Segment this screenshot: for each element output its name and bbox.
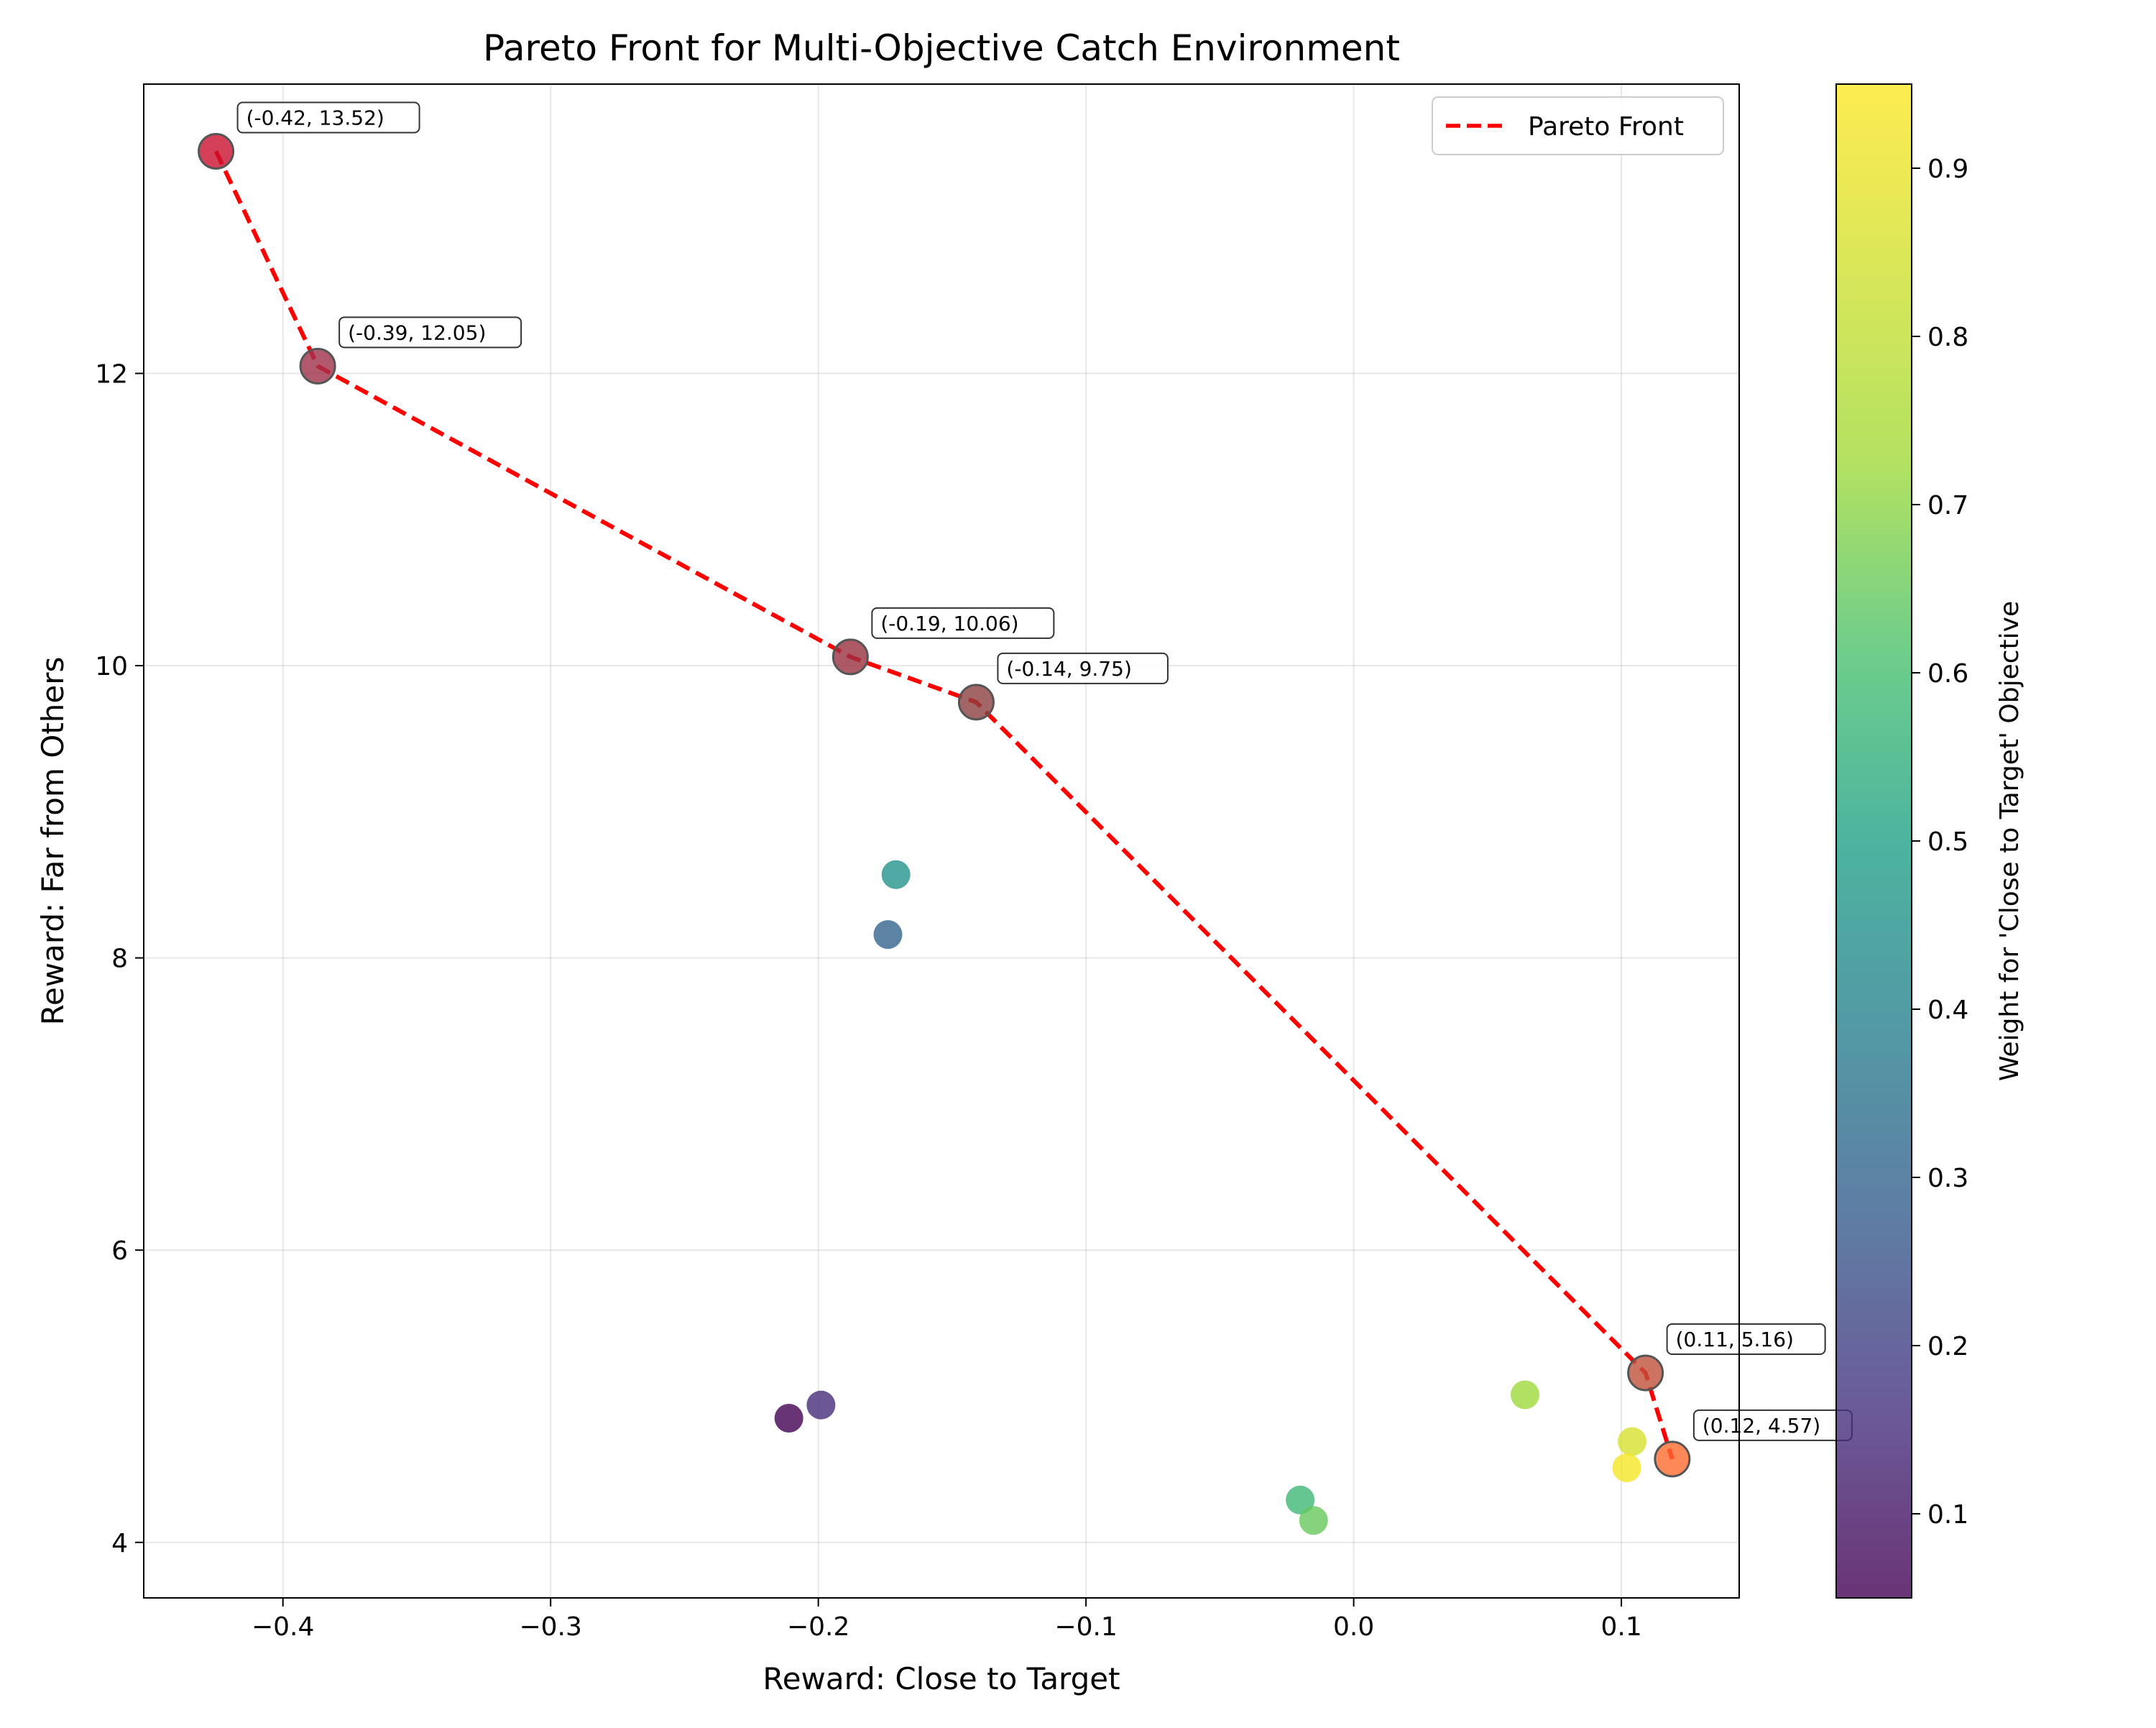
- colorbar-tick-label: 0.7: [1927, 491, 1968, 520]
- plot-area-frame: [143, 83, 1740, 1599]
- grid: [144, 84, 1739, 1598]
- y-tick-label: 4: [111, 1529, 128, 1558]
- pareto-point-annotation: (-0.19, 10.06): [871, 607, 1055, 639]
- colorbar-tick-label: 0.5: [1927, 827, 1968, 857]
- y-tick-label: 6: [111, 1236, 128, 1266]
- x-axis-label: Reward: Close to Target: [763, 1661, 1120, 1696]
- pareto-point: [1654, 1440, 1691, 1478]
- y-axis: 4 6 8 10 12: [95, 359, 144, 1558]
- scatter-point: [1286, 1485, 1315, 1515]
- scatter-points: [198, 133, 1691, 1535]
- pareto-point-annotation: (0.11, 5.16): [1666, 1323, 1826, 1355]
- pareto-point: [1627, 1354, 1664, 1392]
- scatter-point: [881, 860, 911, 889]
- scatter-point: [806, 1390, 836, 1420]
- annotation-label: (0.12, 4.57): [1703, 1414, 1820, 1438]
- scatter-point: [1511, 1380, 1540, 1410]
- x-tick-label: −0.4: [252, 1612, 314, 1642]
- colorbar-tick-label: 0.6: [1927, 659, 1968, 689]
- colorbar-label: Weight for 'Close to Target' Objective: [1995, 601, 2024, 1081]
- chart-title: Pareto Front for Multi-Objective Catch E…: [483, 27, 1400, 69]
- colorbar: 0.1 0.2 0.3 0.4 0.5 0.6 0.7 0.8 0.9 Weight for '…: [1835, 83, 2024, 1599]
- annotation-label: (-0.39, 12.05): [348, 321, 486, 344]
- colorbar-gradient: [1835, 83, 1912, 1599]
- x-tick-label: 0.0: [1333, 1612, 1374, 1642]
- pareto-point: [299, 347, 336, 385]
- colorbar-tick-label: 0.3: [1927, 1164, 1968, 1193]
- legend-box: [1432, 96, 1724, 155]
- annotation-label: (-0.14, 9.75): [1006, 657, 1131, 681]
- colorbar-tick-label: 0.8: [1927, 323, 1968, 352]
- colorbar-tick-label: 0.2: [1927, 1332, 1968, 1361]
- pareto-point: [831, 638, 869, 676]
- legend-label-pareto-front: Pareto Front: [1528, 112, 1684, 142]
- annotation-label: (0.11, 5.16): [1676, 1328, 1794, 1351]
- y-tick-label: 12: [95, 359, 128, 389]
- scatter-point: [1618, 1427, 1647, 1456]
- colorbar-tick-label: 0.4: [1927, 996, 1968, 1025]
- x-tick-label: −0.2: [787, 1612, 849, 1642]
- y-axis-label: Reward: Far from Others: [35, 657, 70, 1026]
- colorbar-ticks: 0.1 0.2 0.3 0.4 0.5 0.6 0.7 0.8 0.9: [1912, 155, 1968, 1530]
- annotation-box: [997, 652, 1169, 684]
- x-axis: −0.4 −0.3 −0.2 −0.1 0.0 0.1: [252, 1598, 1642, 1642]
- scatter-point: [1612, 1453, 1641, 1483]
- y-tick-label: 10: [95, 652, 128, 681]
- annotation-box: [236, 101, 420, 134]
- colorbar-tick-label: 0.1: [1927, 1500, 1968, 1530]
- scatter-point: [873, 920, 903, 950]
- pareto-point-annotation: (-0.42, 13.52): [236, 101, 420, 134]
- annotation-label: (-0.42, 13.52): [247, 106, 384, 130]
- scatter-point: [1299, 1506, 1328, 1535]
- y-tick-label: 8: [111, 945, 128, 974]
- x-tick-label: −0.1: [1054, 1612, 1117, 1642]
- annotation-box: [871, 607, 1055, 639]
- colorbar-tick-label: 0.9: [1927, 155, 1968, 184]
- legend: Pareto Front: [1432, 96, 1724, 155]
- annotations: (-0.42, 13.52) (-0.39, 12.05) (-0.19, 10.0…: [236, 101, 1853, 1441]
- scatter-point: [774, 1403, 803, 1433]
- x-tick-label: −0.3: [519, 1612, 581, 1642]
- pareto-point-annotation: (0.12, 4.57): [1692, 1409, 1853, 1441]
- annotation-box: [1666, 1323, 1826, 1355]
- pareto-point-annotation: (-0.14, 9.75): [997, 652, 1169, 684]
- pareto-point: [957, 684, 995, 721]
- annotation-box: [338, 316, 522, 349]
- pareto-point-annotation: (-0.39, 12.05): [338, 316, 522, 349]
- x-tick-label: 0.1: [1600, 1612, 1641, 1642]
- pareto-point: [198, 133, 235, 170]
- annotation-label: (-0.19, 10.06): [880, 612, 1018, 635]
